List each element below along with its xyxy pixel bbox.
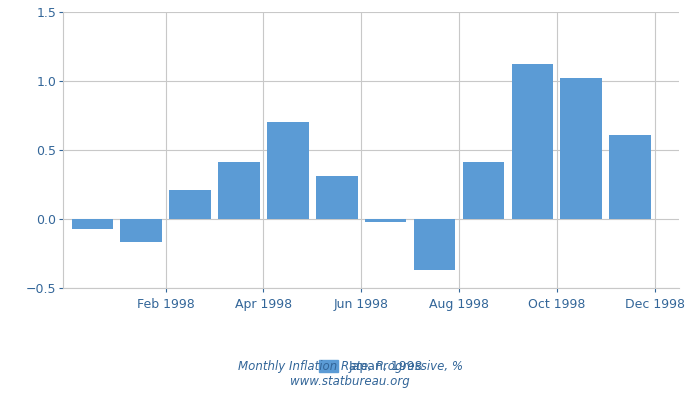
Legend: Japan, 1998: Japan, 1998 bbox=[314, 355, 428, 378]
Bar bbox=[120, 219, 162, 242]
Bar bbox=[609, 135, 651, 219]
Bar bbox=[71, 219, 113, 229]
Text: www.statbureau.org: www.statbureau.org bbox=[290, 375, 410, 388]
Bar bbox=[169, 190, 211, 219]
Bar bbox=[463, 162, 504, 219]
Text: Monthly Inflation Rate, Progressive, %: Monthly Inflation Rate, Progressive, % bbox=[237, 360, 463, 373]
Bar bbox=[316, 176, 358, 219]
Bar bbox=[267, 122, 309, 219]
Bar bbox=[414, 219, 455, 270]
Bar bbox=[512, 64, 553, 219]
Bar bbox=[561, 78, 602, 219]
Bar bbox=[218, 162, 260, 219]
Bar bbox=[365, 219, 407, 222]
